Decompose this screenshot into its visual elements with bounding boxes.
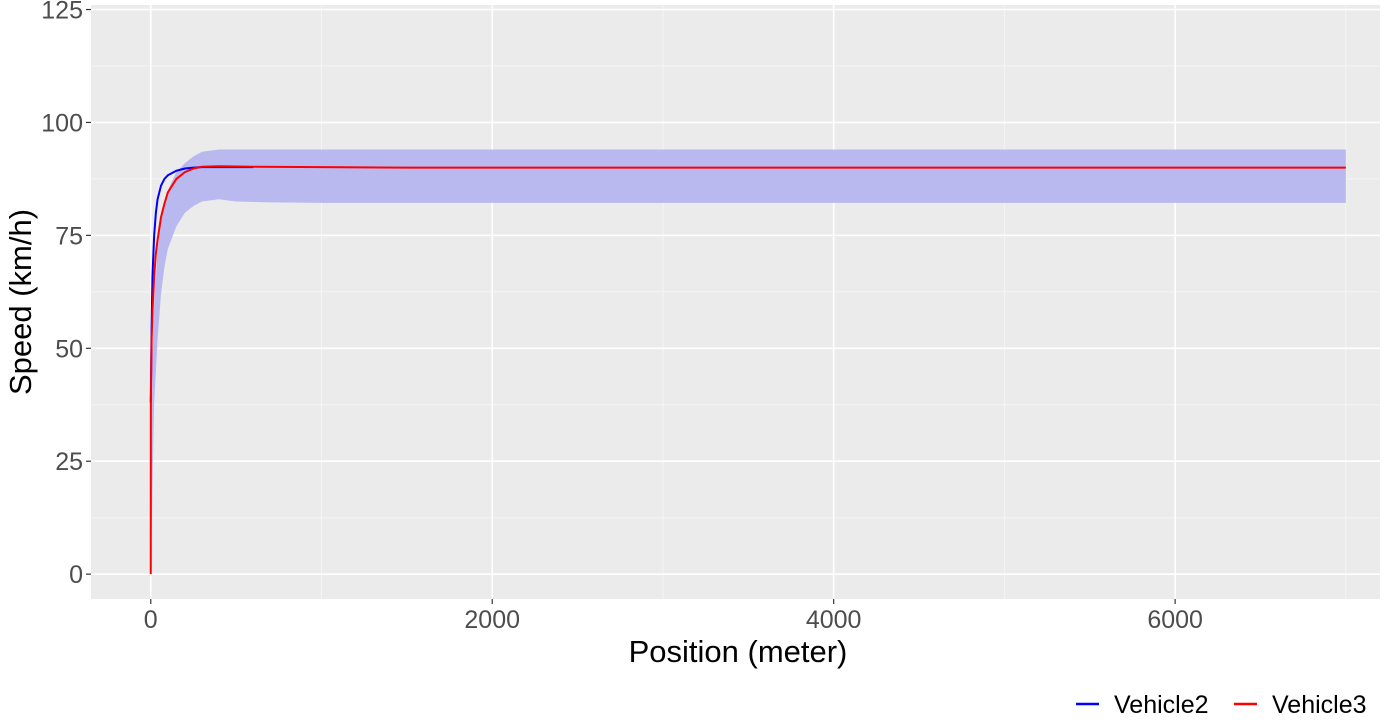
panel-background — [91, 5, 1380, 599]
speed-range-band — [150, 149, 1346, 575]
y-tick-label: 50 — [55, 335, 83, 363]
series-line-vehicle3 — [149, 165, 1346, 575]
y-tick-labels: 0 25 50 75 100 125 — [41, 0, 83, 589]
y-tick-label: 25 — [55, 448, 83, 476]
axis-ticks — [86, 8, 1176, 604]
minor-gridlines — [91, 5, 1380, 599]
y-tick-label: 0 — [69, 561, 83, 589]
y-tick-label: 125 — [41, 0, 83, 25]
speed-band-layer — [150, 149, 1346, 575]
y-tick-label: 100 — [41, 109, 83, 137]
series-layer — [149, 165, 1346, 575]
legend: Vehicle2 Vehicle3 — [1076, 691, 1367, 719]
x-tick-label: 6000 — [1147, 606, 1203, 634]
y-tick-label: 75 — [55, 222, 83, 250]
y-axis-title: Speed (km/h) — [3, 209, 38, 395]
major-gridlines — [91, 5, 1380, 599]
x-tick-label: 2000 — [464, 606, 520, 634]
x-tick-label: 0 — [144, 606, 158, 634]
x-axis-title: Position (meter) — [629, 634, 848, 669]
x-tick-labels: 0 2000 4000 6000 — [144, 606, 1203, 634]
legend-label-vehicle3: Vehicle3 — [1272, 691, 1367, 719]
legend-label-vehicle2: Vehicle2 — [1114, 691, 1209, 719]
x-tick-label: 4000 — [806, 606, 862, 634]
